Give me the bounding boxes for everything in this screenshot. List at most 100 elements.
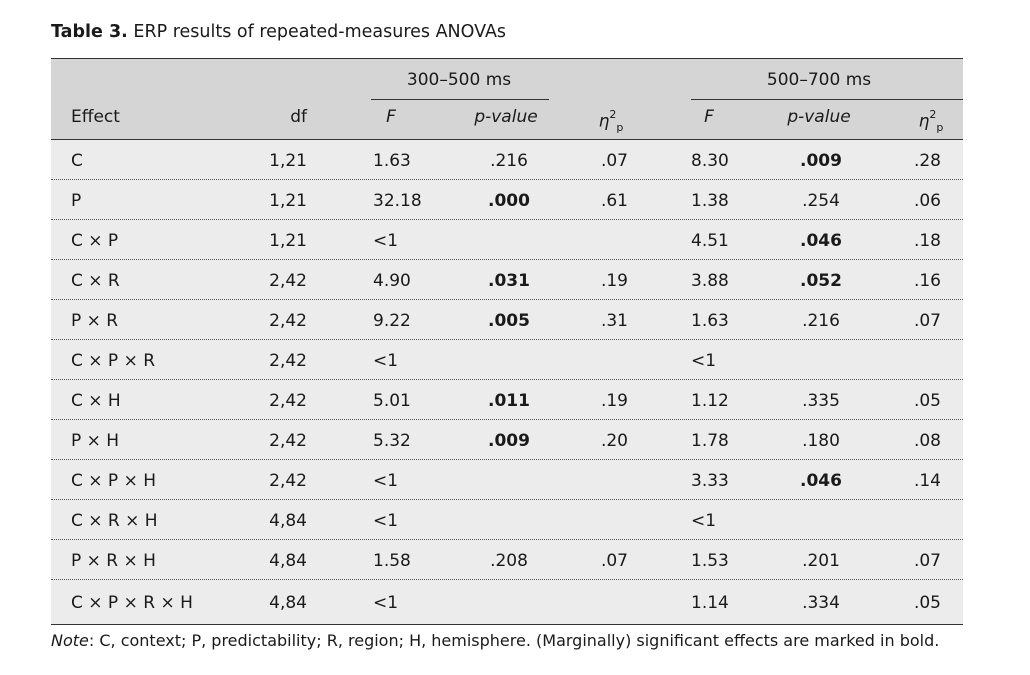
cell-df: 4,84 xyxy=(269,511,307,531)
cell-F-500-700: 1.14 xyxy=(691,593,729,613)
cell-effect: C × P × H xyxy=(71,471,157,491)
cell-F-500-700: 1.63 xyxy=(691,311,729,331)
table-row: C 1,21 1.63 .216 .07 8.30 .009 .28 xyxy=(51,139,963,180)
group-header-500-700: 500–700 ms xyxy=(766,70,872,90)
cell-eta-500-700: .07 xyxy=(913,551,941,571)
cell-pvalue-500-700: .216 xyxy=(802,311,840,331)
cell-pvalue-500-700: .335 xyxy=(802,391,840,411)
cell-pvalue-500-700: .180 xyxy=(802,431,840,451)
table-row: C × R × H 4,84 <1 <1 xyxy=(51,499,963,540)
table-label: Table 3. xyxy=(51,22,128,42)
cell-effect: P xyxy=(71,191,82,211)
cell-F-300-500: 5.01 xyxy=(373,391,411,411)
cell-F-300-500: 9.22 xyxy=(373,311,411,331)
group-rule-300-500 xyxy=(371,99,549,100)
cell-eta-500-700: .07 xyxy=(913,311,941,331)
cell-F-500-700: 3.88 xyxy=(691,271,729,291)
cell-pvalue-300-500: .000 xyxy=(488,191,530,211)
cell-effect: C × P xyxy=(71,231,119,251)
table-row: C × P × R × H 4,84 <1 1.14 .334 .05 xyxy=(51,579,963,624)
eta-symbol: η xyxy=(918,111,930,132)
cell-eta-500-700: .14 xyxy=(913,471,941,491)
cell-effect: C × R xyxy=(71,271,120,291)
cell-F-500-700: 8.30 xyxy=(691,151,729,171)
cell-F-500-700: <1 xyxy=(691,511,717,531)
cell-F-300-500: 4.90 xyxy=(373,271,411,291)
cell-eta-300-500: .07 xyxy=(600,551,628,571)
cell-eta-300-500: .19 xyxy=(600,391,628,411)
cell-pvalue-300-500: .011 xyxy=(488,391,530,411)
cell-F-300-500: 1.63 xyxy=(373,151,411,171)
cell-effect: C × P × R × H xyxy=(71,593,193,613)
col-header-eta2: η2p xyxy=(901,107,961,138)
eta-sup: 2 xyxy=(609,108,617,121)
cell-F-500-700: 1.38 xyxy=(691,191,729,211)
cell-F-300-500: 32.18 xyxy=(373,191,422,211)
cell-eta-300-500: .61 xyxy=(600,191,628,211)
cell-pvalue-500-700: .052 xyxy=(800,271,842,291)
note-text: : C, context; P, predictability; R, regi… xyxy=(88,631,940,650)
col-header-df: df xyxy=(290,107,307,127)
col-header-F1: F xyxy=(386,107,396,127)
cell-df: 2,42 xyxy=(269,431,307,451)
cell-effect: P × H xyxy=(71,431,120,451)
cell-pvalue-300-500: .009 xyxy=(488,431,530,451)
cell-F-300-500: 5.32 xyxy=(373,431,411,451)
cell-pvalue-500-700: .201 xyxy=(802,551,840,571)
table-header: 300–500 ms 500–700 ms Effect df F p-valu… xyxy=(51,59,963,140)
table-row: P × R 2,42 9.22 .005 .31 1.63 .216 .07 xyxy=(51,299,963,340)
cell-df: 2,42 xyxy=(269,271,307,291)
cell-df: 4,84 xyxy=(269,593,307,613)
cell-df: 2,42 xyxy=(269,391,307,411)
cell-eta-500-700: .06 xyxy=(913,191,941,211)
cell-df: 2,42 xyxy=(269,471,307,491)
cell-effect: C × R × H xyxy=(71,511,158,531)
table-row: P × H 2,42 5.32 .009 .20 1.78 .180 .08 xyxy=(51,419,963,460)
cell-df: 2,42 xyxy=(269,351,307,371)
cell-F-300-500: <1 xyxy=(373,351,399,371)
eta-symbol: η xyxy=(598,111,610,132)
cell-effect: P × R xyxy=(71,311,119,331)
cell-df: 1,21 xyxy=(269,191,307,211)
cell-eta-500-700: .08 xyxy=(913,431,941,451)
cell-F-500-700: 3.33 xyxy=(691,471,729,491)
cell-pvalue-300-500: .208 xyxy=(490,551,528,571)
eta-sub: p xyxy=(616,121,624,135)
table-row: C × P × R 2,42 <1 <1 xyxy=(51,339,963,380)
group-rule-500-700 xyxy=(691,99,963,100)
cell-eta-300-500: .19 xyxy=(600,271,628,291)
col-header-pvalue2: p-value xyxy=(787,107,851,127)
cell-pvalue-300-500: .031 xyxy=(488,271,530,291)
cell-effect: P × R × H xyxy=(71,551,156,571)
cell-pvalue-300-500: .216 xyxy=(490,151,528,171)
col-header-pvalue1: p-value xyxy=(474,107,538,127)
cell-pvalue-500-700: .009 xyxy=(800,151,842,171)
cell-df: 1,21 xyxy=(269,151,307,171)
col-header-eta1: η2p xyxy=(581,107,641,138)
cell-eta-500-700: .18 xyxy=(913,231,941,251)
cell-F-300-500: 1.58 xyxy=(373,551,411,571)
table-row: P 1,21 32.18 .000 .61 1.38 .254 .06 xyxy=(51,179,963,220)
col-header-effect: Effect xyxy=(71,107,120,127)
cell-df: 1,21 xyxy=(269,231,307,251)
cell-effect: C × P × R xyxy=(71,351,156,371)
note-label: Note xyxy=(51,631,89,650)
cell-eta-500-700: .16 xyxy=(913,271,941,291)
cell-eta-500-700: .05 xyxy=(913,391,941,411)
cell-df: 4,84 xyxy=(269,551,307,571)
table-row: C × R 2,42 4.90 .031 .19 3.88 .052 .16 xyxy=(51,259,963,300)
table-row: C × P 1,21 <1 4.51 .046 .18 xyxy=(51,219,963,260)
cell-F-500-700: 1.78 xyxy=(691,431,729,451)
eta-sub: p xyxy=(936,121,944,135)
cell-F-300-500: <1 xyxy=(373,511,399,531)
cell-pvalue-500-700: .254 xyxy=(802,191,840,211)
table-row: P × R × H 4,84 1.58 .208 .07 1.53 .201 .07 xyxy=(51,539,963,580)
table-note: Note: C, context; P, predictability; R, … xyxy=(51,631,939,650)
table-title: ERP results of repeated-measures ANOVAs xyxy=(133,22,507,42)
cell-effect: C xyxy=(71,151,83,171)
eta-sup: 2 xyxy=(929,108,937,121)
cell-pvalue-500-700: .334 xyxy=(802,593,840,613)
cell-eta-300-500: .20 xyxy=(600,431,628,451)
cell-F-300-500: <1 xyxy=(373,231,399,251)
cell-eta-500-700: .05 xyxy=(913,593,941,613)
